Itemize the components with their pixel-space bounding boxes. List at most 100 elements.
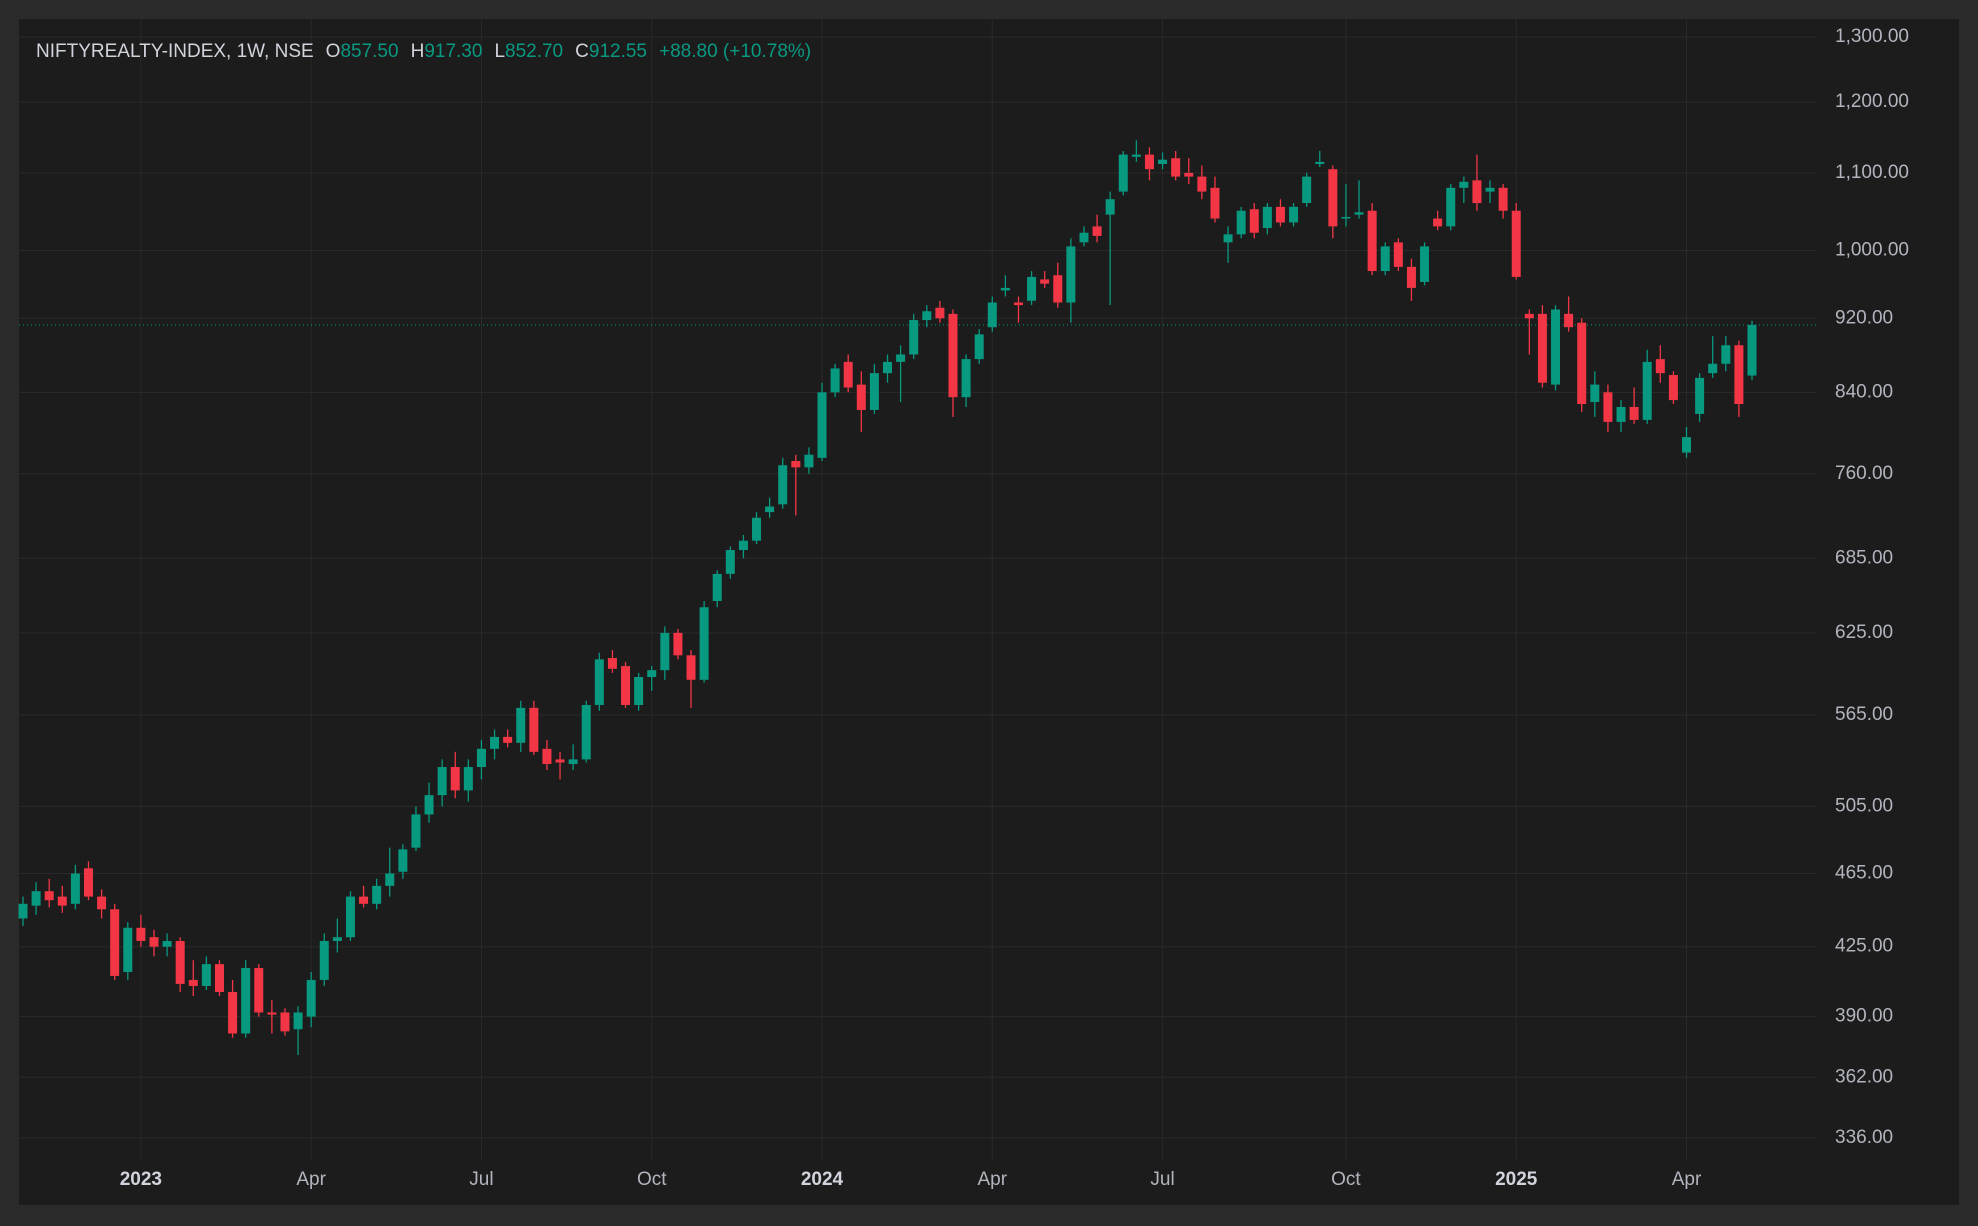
candle-body [293,1012,303,1030]
candle-body [817,392,827,458]
y-tick-label: 625.00 [1835,622,1893,643]
candle-body [935,307,945,319]
candle-body [1158,159,1168,165]
x-tick-label: Jul [469,1169,493,1190]
candle-body [1013,302,1023,306]
candle-body [1367,210,1377,272]
x-tick-label: Apr [977,1169,1007,1190]
candle-body [1144,154,1154,170]
candle-body [1511,210,1521,277]
x-tick-label: 2025 [1495,1169,1538,1190]
candle-body [267,1012,277,1015]
candle-body [1380,246,1390,272]
candle-body [1524,313,1534,319]
candle-body [634,677,644,705]
candle-body [83,868,93,897]
candle-body [332,937,342,941]
candle-body [1092,226,1102,236]
candle-body [516,707,526,743]
candle-body [1695,377,1705,414]
x-tick-label: Apr [1672,1169,1702,1190]
y-tick-label: 760.00 [1835,463,1893,484]
ohlc-label: H [411,41,425,62]
candle-body [1053,275,1063,303]
y-tick-label: 362.00 [1835,1066,1893,1087]
candles [18,140,1757,1056]
y-tick-label: 1,100.00 [1835,162,1909,183]
candle-body [581,704,591,760]
candle-body [1537,313,1547,383]
candle-body [1275,206,1285,223]
candle-body [660,632,670,671]
candle-body [1066,246,1076,303]
candle-body [110,909,120,976]
y-tick-label: 1,300.00 [1835,26,1909,47]
candle-body [1551,309,1561,385]
candle-body [1171,158,1181,177]
candle-body [411,814,421,848]
candle-body [385,873,395,886]
candle-body [699,607,709,680]
candle-body [306,979,316,1017]
candle-body [1590,384,1600,403]
y-tick-label: 1,000.00 [1835,239,1909,260]
candle-body [228,991,238,1034]
candle-body [201,964,211,986]
candle-body [1249,209,1259,233]
chart-background [19,19,1959,1205]
candle-body [961,359,971,398]
symbol: NIFTYREALTY-INDEX, 1W, NSE [36,41,314,62]
candle-body [987,302,997,328]
y-tick-label: 685.00 [1835,547,1893,568]
candle-body [909,320,919,355]
candle-body [1236,210,1246,235]
candle-body [1341,216,1351,219]
candle-body [529,707,539,752]
candle-body [594,659,604,705]
candle-body [149,937,159,947]
candle-body [1302,176,1312,204]
y-tick-label: 920.00 [1835,307,1893,328]
candle-body [97,896,107,910]
candle-body [123,927,133,972]
candle-body [738,540,748,551]
candle-body [424,795,434,815]
legend-header: NIFTYREALTY-INDEX, 1W, NSE O857.50 H917.30… [36,41,811,62]
candle-body [1577,322,1587,405]
candle-body [843,361,853,388]
candle-body [1000,287,1010,291]
candle-body [830,368,840,393]
candle-body [621,666,631,705]
candle-body [162,940,172,947]
change: +88.80 (+10.78%) [659,41,811,62]
candle-body [372,885,382,904]
candle-body [607,658,617,669]
candle-body [1027,276,1037,301]
candle-body [542,748,552,764]
candle-body [70,873,80,904]
grid [19,19,1816,1160]
x-tick-label: 2023 [120,1169,162,1190]
candle-body [1223,234,1233,243]
candle-body [883,361,892,374]
candle-body [1642,361,1652,420]
candle-body [896,354,906,362]
candle-body [804,454,814,468]
candle-body [175,940,185,984]
candle-body [136,927,146,941]
x-tick-label: 2024 [801,1169,844,1190]
candle-body [1131,154,1141,157]
y-tick-label: 336.00 [1835,1127,1893,1148]
candle-body [463,767,473,791]
candle-body [765,506,775,513]
ohlc-label: C [575,41,589,62]
candle-body [1655,359,1665,374]
candle-body [31,891,41,906]
candle-body [57,896,67,906]
ohlc-value: 857.50 [340,41,398,62]
candle-body [555,759,565,763]
candle-body [490,736,500,749]
candle-body [1747,324,1757,376]
candle-body [1472,180,1482,204]
